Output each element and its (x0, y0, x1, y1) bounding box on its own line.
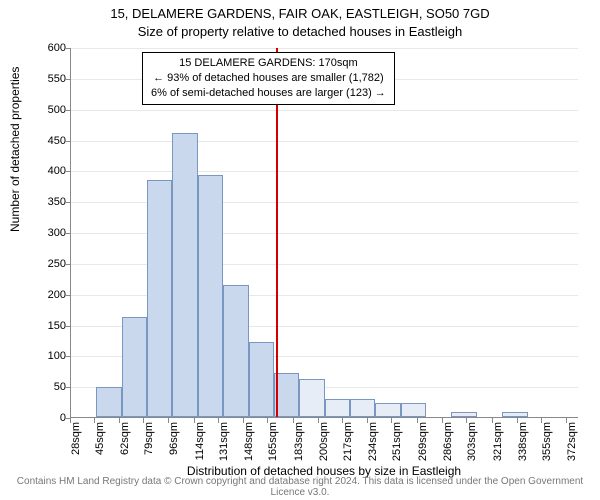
y-tick-label: 250 (34, 258, 66, 270)
y-tick-label: 450 (34, 135, 66, 147)
y-tick-label: 100 (34, 350, 66, 362)
histogram-bar (274, 373, 299, 417)
x-tick-mark (442, 418, 443, 423)
x-tick-mark (293, 418, 294, 423)
x-tick-mark (517, 418, 518, 423)
chart-container: 15, DELAMERE GARDENS, FAIR OAK, EASTLEIG… (0, 0, 600, 500)
x-tick-mark (367, 418, 368, 423)
annotation-line3: 6% of semi-detached houses are larger (1… (151, 86, 386, 101)
gridline (71, 141, 578, 142)
x-tick-mark (143, 418, 144, 423)
annotation-line2: ← 93% of detached houses are smaller (1,… (151, 71, 386, 86)
x-tick-mark (566, 418, 567, 423)
y-tick-label: 0 (34, 412, 66, 424)
histogram-bar (350, 399, 375, 418)
y-tick-label: 350 (34, 196, 66, 208)
y-tick-label: 550 (34, 73, 66, 85)
x-tick-mark (492, 418, 493, 423)
y-tick-mark (65, 48, 70, 49)
histogram-bar (502, 412, 527, 417)
x-tick-mark (318, 418, 319, 423)
x-tick-mark (391, 418, 392, 423)
y-tick-mark (65, 356, 70, 357)
x-tick-mark (94, 418, 95, 423)
histogram-bar (299, 379, 324, 417)
y-tick-mark (65, 295, 70, 296)
histogram-bar (451, 412, 476, 417)
y-tick-mark (65, 171, 70, 172)
y-tick-mark (65, 233, 70, 234)
y-tick-label: 50 (34, 381, 66, 393)
annotation-box: 15 DELAMERE GARDENS: 170sqm ← 93% of det… (142, 52, 395, 105)
y-tick-mark (65, 387, 70, 388)
x-tick-mark (243, 418, 244, 423)
y-tick-mark (65, 326, 70, 327)
histogram-bar (325, 399, 350, 418)
y-tick-label: 400 (34, 165, 66, 177)
y-tick-mark (65, 141, 70, 142)
gridline (71, 48, 578, 49)
x-tick-mark (218, 418, 219, 423)
histogram-bar (172, 133, 197, 417)
histogram-bar (198, 175, 223, 417)
x-tick-mark (194, 418, 195, 423)
gridline (71, 110, 578, 111)
x-tick-mark (466, 418, 467, 423)
footer-credit: Contains HM Land Registry data © Crown c… (0, 476, 600, 498)
histogram-bar (401, 403, 426, 417)
x-tick-mark (417, 418, 418, 423)
y-tick-label: 600 (34, 42, 66, 54)
histogram-bar (96, 387, 121, 417)
histogram-bar (223, 285, 248, 417)
gridline (71, 171, 578, 172)
y-tick-mark (65, 110, 70, 111)
y-tick-label: 200 (34, 289, 66, 301)
histogram-bar (249, 342, 274, 417)
y-tick-mark (65, 264, 70, 265)
histogram-bar (375, 403, 400, 417)
y-tick-label: 500 (34, 104, 66, 116)
histogram-bar (122, 317, 147, 417)
y-tick-mark (65, 79, 70, 80)
y-axis-label: Number of detached properties (8, 67, 22, 232)
x-tick-mark (541, 418, 542, 423)
y-tick-label: 300 (34, 227, 66, 239)
y-tick-mark (65, 202, 70, 203)
histogram-bar (147, 180, 172, 417)
y-tick-label: 150 (34, 320, 66, 332)
annotation-line1: 15 DELAMERE GARDENS: 170sqm (151, 56, 386, 71)
x-tick-mark (70, 418, 71, 423)
x-tick-mark (168, 418, 169, 423)
chart-title-address: 15, DELAMERE GARDENS, FAIR OAK, EASTLEIG… (0, 6, 600, 21)
x-tick-mark (342, 418, 343, 423)
x-tick-mark (119, 418, 120, 423)
x-tick-mark (267, 418, 268, 423)
chart-title-desc: Size of property relative to detached ho… (0, 24, 600, 39)
